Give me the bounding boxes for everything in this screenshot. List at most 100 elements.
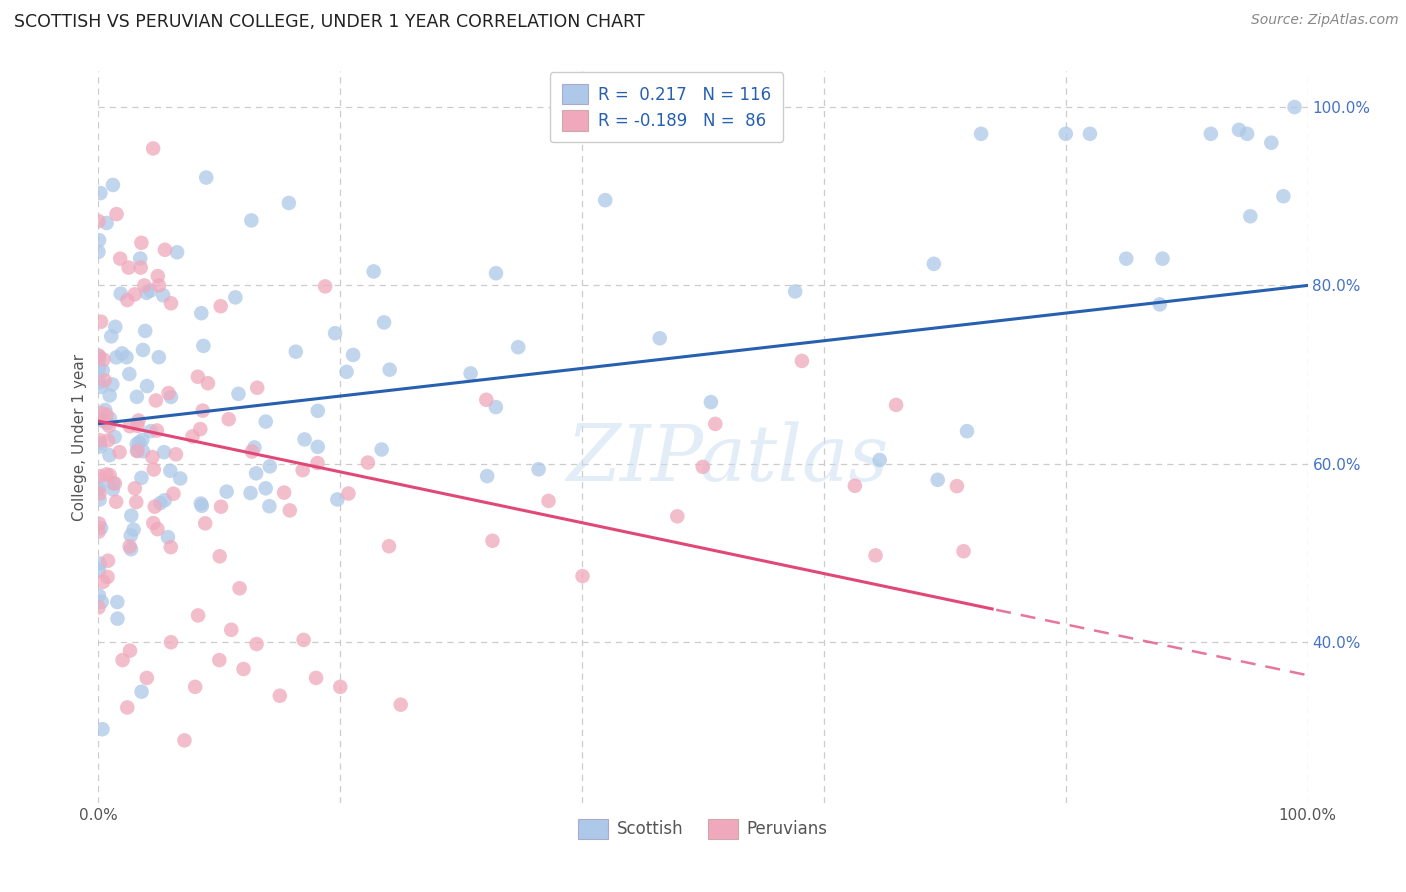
Point [1149, 297, 1171, 311]
Point [87, 600, 110, 615]
Point [884, 398, 907, 412]
Point [922, 257, 945, 271]
Point [131, 684, 153, 698]
Point [104, 476, 127, 491]
Point [314, 279, 336, 293]
Point [87, 482, 110, 496]
Point [215, 484, 238, 499]
Point [98, 468, 121, 483]
Point [87, 350, 110, 364]
Point [1260, 136, 1282, 150]
Point [378, 362, 401, 376]
Point [134, 278, 156, 293]
Point [378, 539, 401, 553]
Point [108, 445, 131, 459]
Point [1236, 127, 1258, 141]
Point [666, 509, 689, 524]
Point [224, 290, 246, 304]
Point [159, 540, 181, 554]
Point [87, 214, 110, 228]
Point [101, 483, 124, 497]
Point [187, 369, 209, 384]
Point [89, 478, 111, 492]
Point [927, 473, 949, 487]
Point [124, 287, 146, 301]
Point [143, 500, 166, 514]
Point [139, 284, 162, 298]
Y-axis label: College, Under 1 year: College, Under 1 year [72, 353, 87, 521]
Point [101, 178, 124, 192]
Point [96, 408, 118, 422]
Point [307, 456, 329, 470]
Point [98, 448, 121, 462]
Point [305, 671, 328, 685]
Point [97, 554, 120, 568]
Point [373, 315, 395, 329]
Point [157, 386, 180, 401]
Point [135, 671, 157, 685]
Point [195, 170, 218, 185]
Point [104, 319, 127, 334]
Point [277, 196, 299, 211]
Point [90, 595, 112, 609]
Point [87, 233, 110, 247]
Point [1284, 100, 1306, 114]
Point [104, 430, 127, 444]
Point [254, 481, 277, 495]
Point [485, 266, 508, 280]
Point [1115, 252, 1137, 266]
Point [87, 588, 110, 602]
Point [146, 522, 169, 536]
Point [125, 495, 148, 509]
Point [370, 442, 392, 457]
Point [254, 415, 277, 429]
Point [165, 447, 187, 461]
Point [89, 440, 111, 454]
Point [131, 471, 153, 485]
Point [162, 486, 184, 500]
Point [209, 299, 232, 313]
Point [93, 373, 115, 387]
Point [363, 264, 385, 278]
Point [89, 486, 111, 500]
Point [191, 499, 214, 513]
Point [97, 434, 120, 448]
Point [481, 533, 503, 548]
Point [153, 493, 176, 508]
Point [208, 549, 231, 564]
Point [107, 612, 129, 626]
Point [1054, 127, 1077, 141]
Point [132, 343, 155, 357]
Point [125, 443, 148, 458]
Point [105, 494, 128, 508]
Point [136, 379, 159, 393]
Point [228, 581, 250, 595]
Point [97, 570, 120, 584]
Point [245, 467, 267, 481]
Text: Source: ZipAtlas.com: Source: ZipAtlas.com [1251, 13, 1399, 28]
Point [218, 412, 240, 426]
Point [307, 404, 329, 418]
Point [292, 632, 315, 647]
Point [101, 377, 124, 392]
Point [193, 339, 215, 353]
Point [87, 524, 110, 539]
Point [89, 376, 111, 390]
Point [294, 433, 316, 447]
Point [160, 390, 183, 404]
Point [326, 492, 349, 507]
Point [956, 424, 979, 438]
Point [90, 521, 112, 535]
Point [131, 235, 153, 250]
Point [865, 549, 887, 563]
Point [475, 392, 498, 407]
Point [120, 508, 142, 523]
Point [269, 689, 291, 703]
Point [87, 349, 110, 363]
Point [87, 516, 110, 531]
Point [219, 623, 242, 637]
Point [108, 252, 131, 266]
Text: ZIPatlas: ZIPatlas [567, 421, 889, 497]
Point [142, 516, 165, 530]
Point [335, 365, 357, 379]
